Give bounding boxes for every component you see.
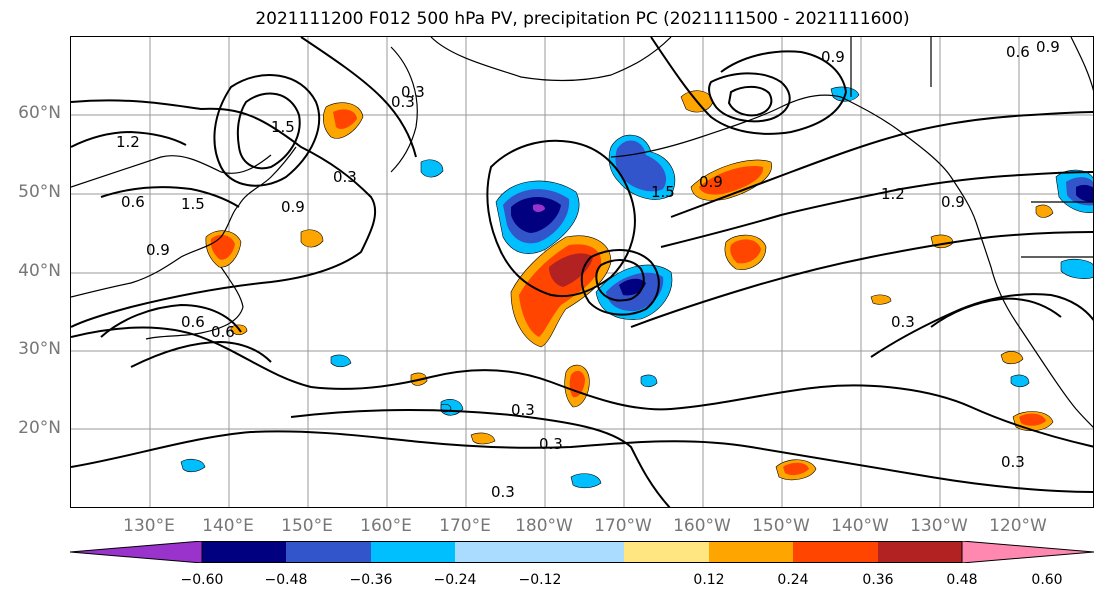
colorbar-segment	[371, 541, 455, 563]
colorbar-segment	[540, 541, 624, 563]
contour-label: 0.9	[281, 198, 305, 216]
colorbar-segment	[286, 541, 371, 563]
lat-label: 30°N	[18, 339, 61, 359]
colorbar-segment	[709, 541, 793, 563]
contour-label: 0.6	[181, 313, 205, 331]
contour-label: 0.9	[941, 193, 965, 211]
contour-label: 1.5	[181, 195, 205, 213]
pv-contours	[71, 37, 1093, 507]
coastlines	[71, 37, 1093, 428]
colorbar-tick-label: −0.36	[349, 572, 393, 588]
lon-label: 120°W	[989, 516, 1047, 536]
lon-label: 170°E	[439, 516, 491, 536]
lon-label: 170°W	[594, 516, 652, 536]
contour-label: 1.2	[881, 185, 905, 203]
contour-label: 0.6	[1006, 43, 1030, 61]
colorbar-tick-label: 0.48	[946, 572, 978, 588]
colorbar-extend-high	[961, 541, 1094, 563]
colorbar	[70, 541, 1094, 563]
contour-label: 0.3	[401, 83, 425, 101]
contour-label: 0.3	[333, 168, 357, 186]
lon-label: 160°W	[673, 516, 731, 536]
colorbar-extend-low	[70, 541, 203, 563]
colorbar-segment	[624, 541, 709, 563]
colorbar-segment	[878, 541, 962, 563]
colorbar-segment	[455, 541, 540, 563]
contour-labels: 0.3 0.3 0.3 0.3 0.3 0.3 0.3 0.6 0.6 0.6 …	[116, 38, 1060, 501]
colorbar-tick-label: −0.12	[518, 572, 562, 588]
lon-label: 160°E	[360, 516, 412, 536]
lat-label: 20°N	[18, 418, 61, 438]
lon-label: 150°E	[281, 516, 333, 536]
contour-label: 0.3	[891, 313, 915, 331]
lat-label: 40°N	[18, 261, 61, 281]
colorbar-tick-label: 0.36	[862, 572, 894, 588]
contour-label: 0.3	[1001, 453, 1025, 471]
contour-label: 0.6	[211, 323, 235, 341]
contour-label: 0.9	[146, 241, 170, 259]
map-title: 2021111200 F012 500 hPa PV, precipitatio…	[255, 9, 910, 29]
colorbar-tick-label: −0.24	[433, 572, 477, 588]
contour-label: 0.6	[121, 193, 145, 211]
contour-label: 1.5	[271, 118, 295, 136]
colorbar-tick-label: 0.12	[693, 572, 725, 588]
contour-label: 0.9	[821, 48, 845, 66]
colorbar-tick-label: 0.60	[1031, 572, 1063, 588]
lon-label: 140°E	[202, 516, 254, 536]
colorbar-segment	[202, 541, 286, 563]
contour-label: 0.3	[491, 483, 515, 501]
lon-label: 150°W	[752, 516, 810, 536]
contour-label: 0.3	[539, 435, 563, 453]
precip-anomalies	[180, 86, 1093, 489]
lat-label: 50°N	[18, 182, 61, 202]
lon-label: 130°E	[123, 516, 175, 536]
lon-label: 130°W	[910, 516, 968, 536]
lon-label: 140°W	[831, 516, 889, 536]
colorbar-tick-label: −0.48	[264, 572, 308, 588]
contour-label: 0.9	[1036, 38, 1060, 56]
map-canvas: 0.3 0.3 0.3 0.3 0.3 0.3 0.3 0.6 0.6 0.6 …	[71, 37, 1093, 507]
contour-label: 0.3	[391, 93, 415, 111]
colorbar-tick-label: −0.60	[180, 572, 224, 588]
map-panel: 0.3 0.3 0.3 0.3 0.3 0.3 0.3 0.6 0.6 0.6 …	[70, 36, 1094, 508]
contour-label: 0.3	[511, 401, 535, 419]
contour-label: 1.2	[116, 133, 140, 151]
lon-label: 180°W	[515, 516, 573, 536]
lat-label: 60°N	[18, 103, 61, 123]
contour-label: 1.5	[651, 183, 675, 201]
colorbar-segment	[793, 541, 878, 563]
contour-label: 0.9	[699, 173, 723, 191]
colorbar-tick-label: 0.24	[777, 572, 809, 588]
